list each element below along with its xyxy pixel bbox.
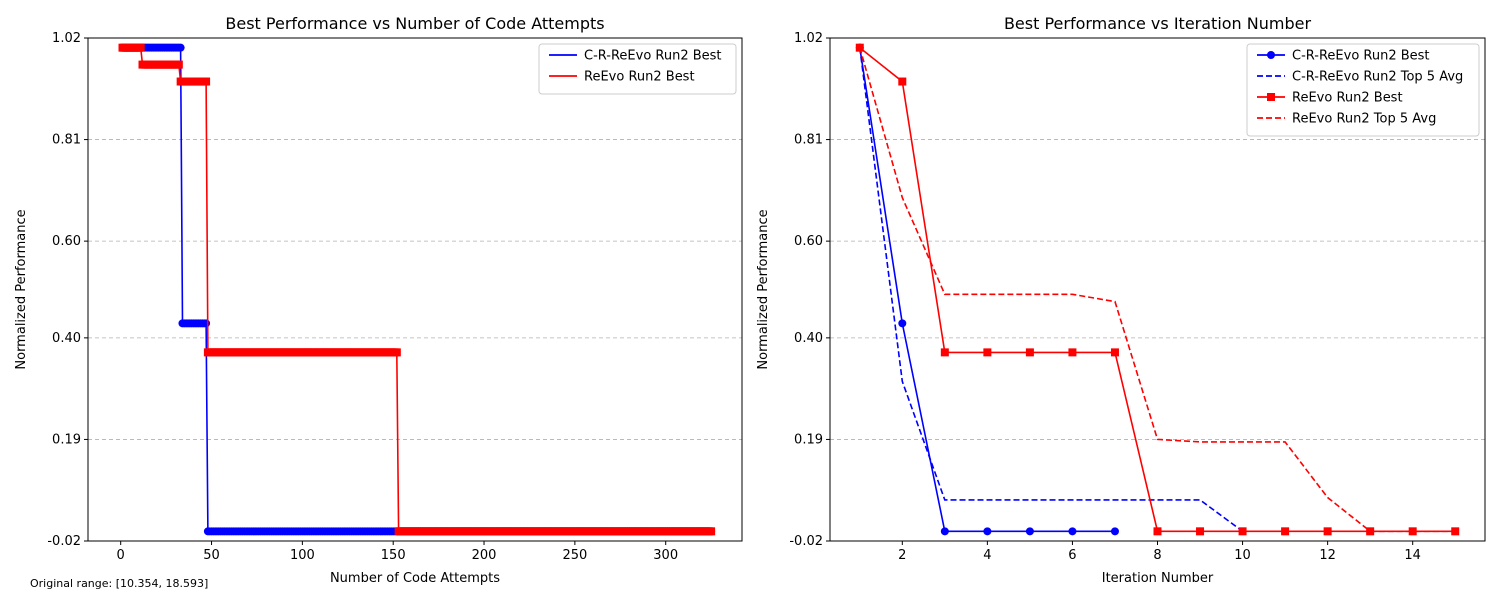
panel1-xlabel: Number of Code Attempts	[330, 571, 500, 586]
panel2-series-3-point	[1238, 527, 1247, 536]
panel2-series-4-line	[859, 47, 1456, 533]
panel1-title: Best Performance vs Number of Code Attem…	[225, 14, 604, 33]
panel1-xtick-label: 50	[203, 548, 220, 563]
panel2-ytick-label: 1.02	[794, 31, 823, 46]
panel1-legend-label: ReEvo Run2 Best	[584, 70, 695, 85]
panel2-series-3-point	[983, 348, 992, 357]
panel1-legend-label: C-R-ReEvo Run2 Best	[584, 49, 722, 64]
panel1-xtick-label: 300	[653, 548, 678, 563]
panel2-xlabel: Iteration Number	[1102, 571, 1214, 586]
panel2-legend-label: ReEvo Run2 Best	[1292, 91, 1403, 106]
panel1-series-1-line	[122, 46, 712, 533]
panel1-legend: C-R-ReEvo Run2 Best ReEvo Run2 Best	[538, 43, 737, 95]
panel1-xtick-label: 0	[117, 548, 125, 563]
panel1-legend-box	[538, 43, 737, 95]
panel1-xtick-label: 100	[290, 548, 315, 563]
panel1-ytick-label: 0.60	[52, 234, 81, 249]
panel1-series-2-point	[707, 527, 716, 536]
panel2-legend-box	[1246, 43, 1480, 137]
panel1-plot-area	[118, 43, 716, 536]
panel1-series-1-point	[176, 43, 185, 52]
panel2-legend-label: C-R-ReEvo Run2 Best	[1292, 49, 1430, 64]
panel1-series-2-point	[392, 348, 401, 357]
panel2-series-1-point	[1025, 527, 1034, 536]
panel1-series-2-point	[202, 77, 211, 86]
panel2-ytick-label: 0.19	[794, 432, 823, 447]
panel2-ylabel: Normalized Performance	[756, 209, 771, 369]
panel1-ytick-label: 0.40	[52, 331, 81, 346]
panel2-xtick-label: 10	[1234, 548, 1251, 563]
panel1-series-2-point	[174, 60, 183, 69]
panel2-ytick-label: 0.40	[794, 331, 823, 346]
panel2-series-2-line	[859, 47, 1244, 532]
panel2-title: Best Performance vs Iteration Number	[1004, 14, 1312, 33]
panel2-series-3-point	[1408, 527, 1417, 536]
panel2-series-3-point	[1196, 527, 1205, 536]
panel2-series-1-line	[859, 47, 1115, 533]
panel1-frame	[87, 37, 743, 542]
panel2-legend-label: C-R-ReEvo Run2 Top 5 Avg	[1292, 70, 1463, 85]
range-footnote: Original range: [10.354, 18.593]	[30, 577, 209, 590]
panel2-legend-label: ReEvo Run2 Top 5 Avg	[1292, 112, 1436, 127]
panel1-ytick-label: -0.02	[47, 534, 81, 549]
panel2-legend-swatch-marker	[1267, 93, 1275, 101]
panel2-xtick-label: 8	[1153, 548, 1161, 563]
panel1-xtick-label: 250	[562, 548, 587, 563]
panel2-xtick-label: 12	[1319, 548, 1336, 563]
panel2-series-3-point	[1110, 348, 1119, 357]
panel1-xtick-label: 150	[381, 548, 406, 563]
panel2-series-1-point	[940, 527, 949, 536]
panel1-ytick-label: 0.81	[52, 133, 81, 148]
panel2-series-1-point	[1110, 527, 1119, 536]
panel2-ytick-label: 0.60	[794, 234, 823, 249]
panel2-xtick-label: 4	[983, 548, 991, 563]
panel2-xtick-label: 6	[1068, 548, 1076, 563]
panel2-ytick-label: 0.81	[794, 133, 823, 148]
panel1-series-2-point	[136, 43, 145, 52]
panel1-xtick-label: 200	[472, 548, 497, 563]
panel2-legend-swatch-marker	[1267, 51, 1275, 59]
panel1-ylabel: Normalized Performance	[14, 209, 29, 369]
panel2-series-1-point	[898, 319, 907, 328]
panel2-legend: C-R-ReEvo Run2 Best C-R-ReEvo Run2 Top 5 …	[1246, 43, 1480, 137]
panel2-series-3-point	[1451, 527, 1460, 536]
panel1-ytick-label: 1.02	[52, 31, 81, 46]
panel1-ytick-label: 0.19	[52, 432, 81, 447]
panel2-series-3-point	[1281, 527, 1290, 536]
panel1-series-1-point	[202, 319, 211, 328]
panel2-series-3-point	[940, 348, 949, 357]
panel2-series-3-point	[855, 43, 864, 52]
panel2-series-3-point	[898, 77, 907, 86]
panel2-series-1-point	[983, 527, 992, 536]
panel2-ytick-label: -0.02	[789, 534, 823, 549]
panel2-series-3-point	[1323, 527, 1332, 536]
panel2-series-3-point	[1025, 348, 1034, 357]
panel2-series-3-point	[1153, 527, 1162, 536]
panel1-series-2-line	[122, 46, 712, 533]
panel2-series-1-point	[1068, 527, 1077, 536]
panel2-plot-area	[855, 43, 1460, 536]
panel2-xtick-label: 2	[898, 548, 906, 563]
panel2-series-3-point	[1068, 348, 1077, 357]
panel2-xtick-label: 14	[1404, 548, 1421, 563]
